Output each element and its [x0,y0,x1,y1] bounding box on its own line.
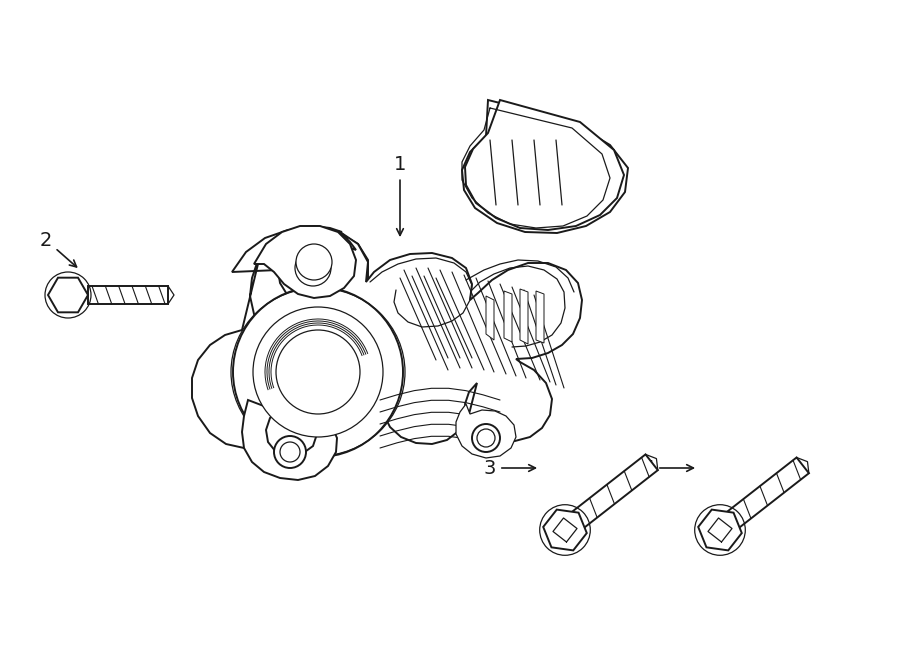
Text: 3: 3 [484,459,536,477]
Circle shape [233,287,403,457]
Polygon shape [88,286,168,304]
Polygon shape [698,510,742,551]
Polygon shape [242,400,337,480]
Polygon shape [198,252,582,496]
Circle shape [280,442,300,462]
Polygon shape [462,100,628,233]
Text: 1: 1 [394,155,406,235]
Polygon shape [192,226,582,448]
Polygon shape [536,291,544,343]
Circle shape [253,307,383,437]
Text: 4: 4 [642,459,693,477]
Circle shape [274,436,306,468]
Text: 2: 2 [40,231,76,267]
Polygon shape [465,100,624,230]
Circle shape [296,244,332,280]
Polygon shape [48,278,88,312]
Polygon shape [559,454,658,538]
Polygon shape [486,296,494,340]
Polygon shape [456,404,516,458]
Polygon shape [714,457,809,538]
Polygon shape [232,228,368,310]
Circle shape [477,429,495,447]
Polygon shape [520,289,528,344]
Polygon shape [504,291,512,342]
Circle shape [472,424,500,452]
Polygon shape [544,510,587,551]
Circle shape [276,330,360,414]
Circle shape [295,250,331,286]
Polygon shape [254,226,356,298]
